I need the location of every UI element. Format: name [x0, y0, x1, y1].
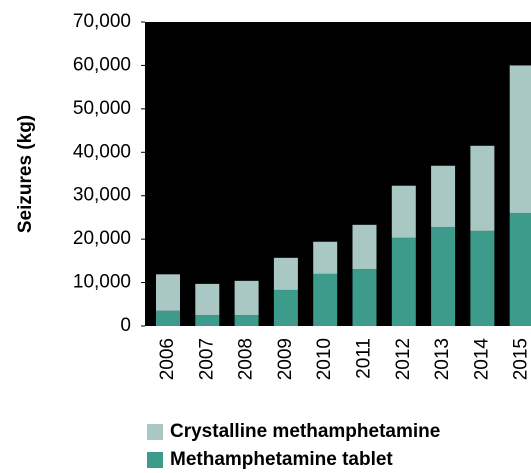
x-tick-label: 2006: [157, 338, 178, 380]
y-tick-label: 50,000: [73, 98, 131, 119]
y-tick-label: 20,000: [73, 228, 131, 249]
y-axis-label: Seizures (kg): [15, 115, 36, 233]
y-tick-label: 0: [120, 315, 131, 336]
bar-segment: [509, 213, 531, 326]
legend-swatch: [147, 424, 163, 440]
legend-swatch: [147, 452, 163, 468]
x-tick-label: 2010: [314, 338, 335, 380]
bar-segment: [313, 241, 338, 274]
x-tick-label: 2012: [393, 338, 414, 380]
bar-segment: [470, 230, 495, 326]
bar-segment: [273, 289, 298, 326]
y-tick-label: 70,000: [73, 11, 131, 32]
legend-label: Crystalline methamphetamine: [170, 421, 440, 442]
y-tick-label: 30,000: [73, 185, 131, 206]
bar-segment: [352, 224, 377, 270]
legend-label: Methamphetamine tablet: [170, 449, 393, 470]
y-tick-label: 10,000: [73, 272, 131, 293]
x-tick-label: 2008: [236, 338, 257, 380]
x-tick-label: 2014: [471, 338, 492, 381]
bar-segment: [195, 315, 220, 326]
bar-segment: [391, 185, 416, 238]
x-tick-label: 2015: [511, 338, 531, 380]
bar-segment: [234, 315, 259, 326]
bar-segment: [470, 145, 495, 231]
bar-segment: [431, 226, 456, 326]
plot-area: [145, 22, 531, 326]
x-tick-label: 2009: [275, 338, 296, 380]
bar-segment: [273, 257, 298, 290]
bar-segment: [234, 280, 259, 316]
bar-segment: [352, 269, 377, 326]
bar-segment: [156, 274, 180, 311]
bar-segment: [509, 65, 531, 214]
bar-segment: [313, 273, 338, 326]
bar-segment: [195, 283, 220, 316]
bar-segment: [391, 237, 416, 326]
bar-segment: [431, 165, 456, 227]
bar-segment: [156, 310, 180, 326]
x-tick-label: 2007: [196, 338, 217, 380]
y-tick-label: 40,000: [73, 141, 131, 162]
y-tick-label: 60,000: [73, 54, 131, 75]
x-tick-label: 2011: [354, 338, 375, 379]
x-tick-label: 2013: [432, 338, 453, 380]
